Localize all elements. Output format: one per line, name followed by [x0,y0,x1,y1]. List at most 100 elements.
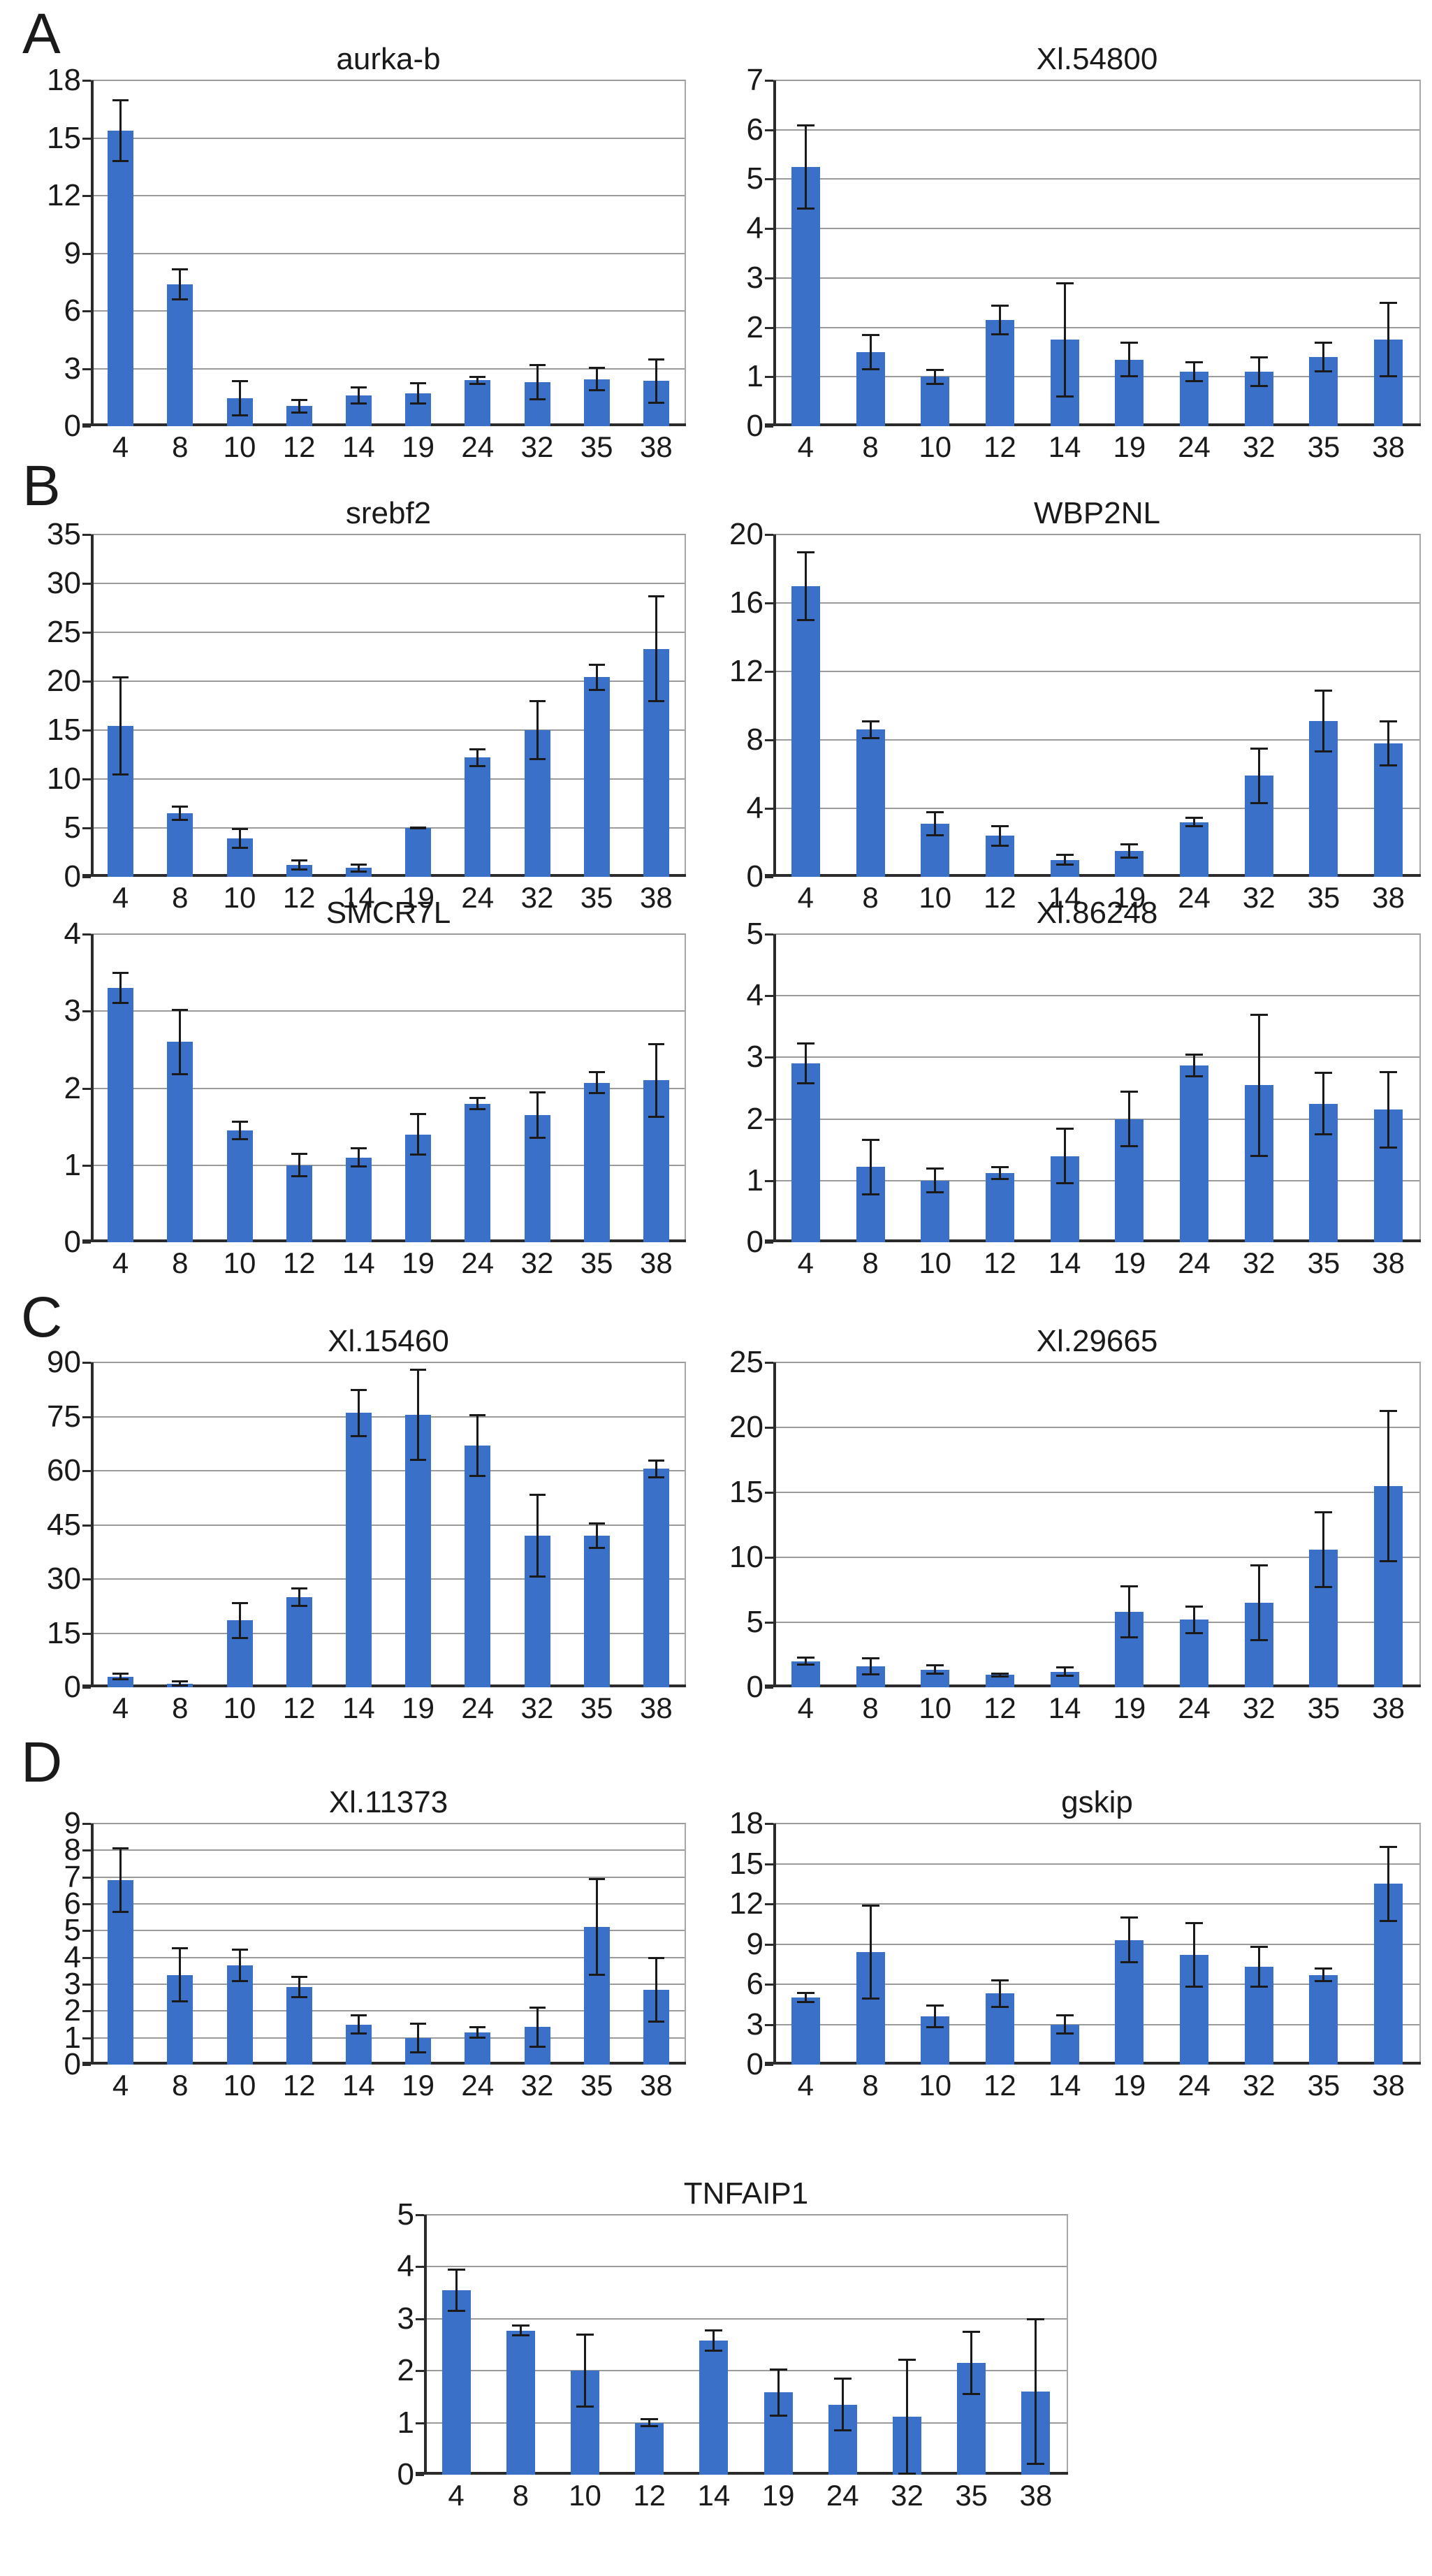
error-bar [804,1657,807,1666]
y-tick-label: 1 [64,1147,81,1182]
y-tick-mark [82,1823,91,1825]
error-bar-cap-top [1380,1409,1398,1412]
x-axis-line [765,874,1421,877]
error-bar [519,2325,522,2336]
y-tick-mark [82,681,91,683]
y-tick-label: 75 [47,1399,81,1434]
error-bar [179,1010,182,1075]
error-bar-cap-bottom [410,827,427,830]
y-tick-mark [765,2023,773,2026]
x-tick-label: 32 [1242,1246,1276,1279]
x-tick-label: 32 [1242,2069,1276,2102]
bar [167,284,193,426]
x-tick-label: 35 [580,881,613,914]
bar [921,377,949,426]
error-bar-cap-top [410,1369,427,1371]
error-bar-cap-bottom [926,382,944,385]
y-tick-mark [416,2266,424,2269]
y-axis-line [773,80,776,426]
chart-smcr7l: SMCR7L 0 1 2 3 4 4 8 10 12 14 19 24 32 35 38 [21,896,692,1281]
error-bar-cap-bottom [926,834,944,837]
error-bar [1322,1072,1325,1135]
chart-wbp2nl: WBP2NL 0 4 8 12 16 20 4 8 10 12 14 19 24 32 35 38 [703,496,1426,915]
gridline [773,1863,1421,1865]
error-bar-cap-top [410,1112,427,1115]
y-tick-mark [82,729,91,732]
y-tick-mark [765,376,773,379]
error-bar-cap-top [1315,689,1333,692]
bar [442,2290,471,2475]
chart-title: SMCR7L [326,896,451,930]
bar [986,1173,1014,1242]
error-bar-cap-bottom [1380,1559,1398,1562]
x-tick-label: 32 [520,1246,554,1279]
y-tick-mark [416,2422,424,2424]
error-bar [238,1949,241,1982]
error-bar-cap-bottom [898,2472,916,2475]
error-bar-cap-bottom [926,1673,944,1675]
error-bar [1257,357,1260,387]
gridline [91,1362,686,1363]
y-tick-label: 12 [729,1886,764,1921]
y-tick-mark [82,1242,91,1244]
y-tick-label: 20 [47,664,81,698]
error-bar-cap-top [291,1153,307,1156]
error-bar-cap-top [1120,1916,1139,1919]
y-tick-mark [765,876,773,878]
error-bar [869,1658,872,1675]
y-tick-mark [82,1524,91,1527]
y-tick-mark [765,933,773,936]
error-bar-cap-top [1250,356,1268,358]
error-bar [998,1167,1001,1180]
error-bar-cap-top [648,1459,664,1462]
x-tick-label: 12 [633,2479,666,2512]
error-bar-cap-top [796,551,814,553]
error-bar-cap-bottom [291,1604,307,1607]
error-bar [970,2331,973,2394]
error-bar-cap-bottom [112,1002,129,1005]
x-axis-labels: 4 8 10 12 14 19 24 32 35 38 [773,426,1421,465]
y-tick-mark [765,1943,773,1946]
x-tick-label: 8 [172,1691,189,1724]
panel-letter-a: A [22,2,61,66]
error-bar-cap-bottom [1250,1154,1268,1157]
error-bar-cap-top [1380,1845,1398,1848]
plot-right-border [685,80,686,426]
x-tick-label: 19 [1113,430,1146,463]
gridline [91,1470,686,1471]
error-bar-cap-bottom [291,1175,307,1178]
error-bar-cap-bottom [350,871,367,873]
error-bar [1322,1968,1325,1982]
error-bar-cap-top [529,2006,546,2009]
x-tick-label: 19 [1113,1246,1146,1279]
error-bar-cap-top [796,1657,814,1659]
error-bar [298,860,300,871]
error-bar-cap-top [529,1493,546,1496]
error-bar [713,2330,715,2351]
gridline [773,1056,1421,1058]
error-bar [804,551,807,620]
y-tick-mark [765,2064,773,2066]
plot-right-border [1067,2215,1068,2475]
error-bar [1322,342,1325,372]
error-bar [1063,282,1066,397]
y-tick-label: 3 [746,260,764,295]
y-tick-label: 3 [64,351,81,386]
error-bar [998,305,1001,335]
gridline [91,368,686,370]
error-bar-cap-bottom [410,2051,427,2053]
x-tick-label: 10 [223,1246,256,1279]
error-bar [655,596,657,702]
error-bar [357,864,360,872]
error-bar-cap-bottom [648,402,664,404]
x-axis-labels: 4 8 10 12 14 19 24 32 35 38 [424,2475,1068,2513]
error-bar [536,365,539,400]
y-tick-mark [82,425,91,428]
bar [791,166,820,426]
x-tick-label: 10 [919,430,952,463]
x-tick-label: 14 [342,1691,375,1724]
x-tick-label: 14 [342,881,375,914]
error-bar-cap-top [469,748,486,750]
y-tick-mark [82,583,91,585]
error-bar-cap-bottom [1055,863,1074,866]
